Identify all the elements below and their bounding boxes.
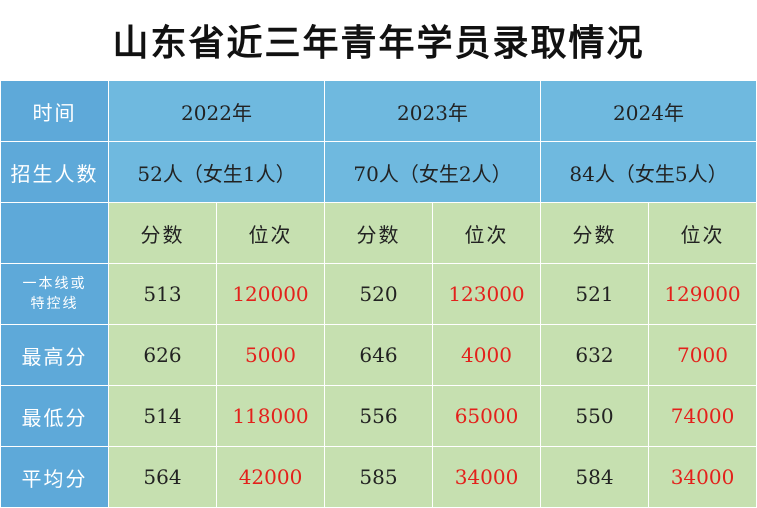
line-score-2024: 521 [540, 263, 649, 325]
highest-row: 最高分 626 5000 646 4000 632 7000 [0, 324, 757, 386]
highest-rank-2022: 5000 [216, 324, 325, 386]
lowest-rank-2022: 118000 [216, 385, 325, 447]
year-2024: 2024年 [540, 80, 757, 142]
lowest-score-2024: 550 [540, 385, 649, 447]
enrollment-2024: 84人（女生5人） [540, 141, 757, 203]
rank-header-2023: 位次 [432, 202, 541, 264]
highest-label: 最高分 [0, 324, 109, 386]
time-row: 时间 2022年 2023年 2024年 [0, 80, 757, 142]
lowest-score-2023: 556 [324, 385, 433, 447]
rank-header-2024: 位次 [648, 202, 757, 264]
subheader-empty-label [0, 202, 109, 264]
average-score-2023: 585 [324, 446, 433, 508]
enrollment-2022: 52人（女生1人） [108, 141, 325, 203]
year-2022: 2022年 [108, 80, 325, 142]
average-rank-2023: 34000 [432, 446, 541, 508]
lowest-rank-2023: 65000 [432, 385, 541, 447]
line-rank-2023: 123000 [432, 263, 541, 325]
lowest-label: 最低分 [0, 385, 109, 447]
page-title: 山东省近三年青年学员录取情况 [112, 22, 645, 64]
time-label: 时间 [0, 80, 109, 142]
year-2023: 2023年 [324, 80, 541, 142]
subheader-row: 分数 位次 分数 位次 分数 位次 [0, 202, 757, 264]
enrollment-label: 招生人数 [0, 141, 109, 203]
highest-rank-2024: 7000 [648, 324, 757, 386]
score-header-2022: 分数 [108, 202, 217, 264]
lowest-row: 最低分 514 118000 556 65000 550 74000 [0, 385, 757, 447]
admission-table: 时间 2022年 2023年 2024年 招生人数 52人（女生1人） 70人（… [0, 80, 757, 508]
lowest-score-2022: 514 [108, 385, 217, 447]
average-rank-2024: 34000 [648, 446, 757, 508]
line-label-text: 一本线或 特控线 [22, 276, 87, 312]
enrollment-row: 招生人数 52人（女生1人） 70人（女生2人） 84人（女生5人） [0, 141, 757, 203]
highest-score-2022: 626 [108, 324, 217, 386]
line-row: 一本线或 特控线 513 120000 520 123000 521 12900… [0, 263, 757, 325]
highest-score-2023: 646 [324, 324, 433, 386]
line-label: 一本线或 特控线 [0, 263, 109, 325]
rank-header-2022: 位次 [216, 202, 325, 264]
line-rank-2024: 129000 [648, 263, 757, 325]
line-rank-2022: 120000 [216, 263, 325, 325]
average-rank-2022: 42000 [216, 446, 325, 508]
score-header-2024: 分数 [540, 202, 649, 264]
score-header-2023: 分数 [324, 202, 433, 264]
enrollment-2023: 70人（女生2人） [324, 141, 541, 203]
highest-rank-2023: 4000 [432, 324, 541, 386]
average-score-2024: 584 [540, 446, 649, 508]
highest-score-2024: 632 [540, 324, 649, 386]
average-label: 平均分 [0, 446, 109, 508]
line-score-2022: 513 [108, 263, 217, 325]
average-row: 平均分 564 42000 585 34000 584 34000 [0, 446, 757, 508]
lowest-rank-2024: 74000 [648, 385, 757, 447]
average-score-2022: 564 [108, 446, 217, 508]
line-score-2023: 520 [324, 263, 433, 325]
